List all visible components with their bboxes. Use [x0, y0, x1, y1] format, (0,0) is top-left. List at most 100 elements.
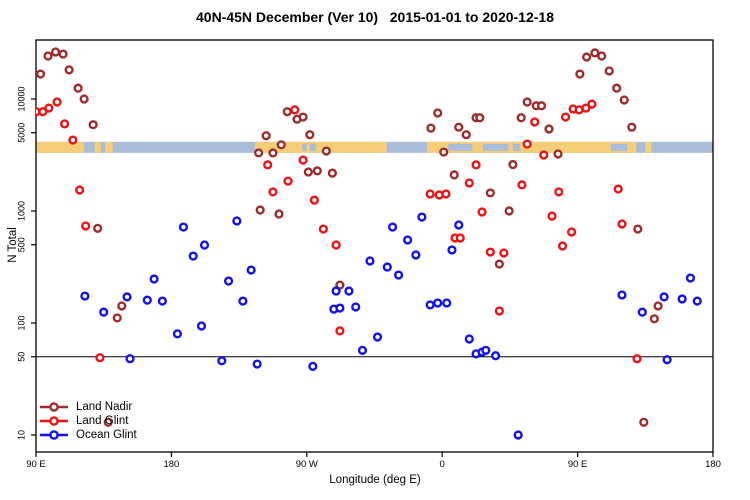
data-point [261, 131, 271, 141]
map-band-ocean-patch [482, 143, 509, 151]
data-point [597, 51, 607, 61]
data-point [335, 326, 345, 336]
data-point [553, 149, 563, 159]
data-point [513, 430, 523, 440]
data-point [149, 274, 159, 284]
data-point [321, 146, 331, 156]
data-point [73, 83, 83, 93]
data-point [283, 176, 293, 186]
data-point [692, 296, 702, 306]
map-band-land-segment [105, 141, 113, 153]
data-point [637, 307, 647, 317]
data-point [103, 417, 113, 427]
x-tick-label: 90 W [296, 459, 318, 470]
data-point [581, 103, 591, 113]
data-point [81, 221, 91, 231]
data-point [402, 235, 413, 245]
data-point [441, 189, 451, 199]
data-point [305, 130, 315, 140]
data-point [536, 101, 547, 111]
map-band-land-segment [36, 141, 85, 153]
series-land-nadir [36, 47, 663, 427]
data-point [312, 166, 322, 176]
data-point [517, 180, 527, 190]
data-point [318, 224, 328, 234]
legend-label-land-nadir: Land Nadir [76, 401, 133, 413]
data-point [254, 148, 264, 158]
data-point [64, 65, 74, 75]
data-point [252, 359, 262, 369]
legend-label-ocean-glint: Ocean Glint [76, 429, 137, 441]
data-point [587, 99, 597, 109]
data-point [659, 292, 669, 302]
data-point [80, 291, 90, 301]
data-point [454, 122, 464, 132]
data-point [449, 170, 459, 180]
data-point [99, 307, 109, 317]
data-point [117, 301, 127, 311]
data-point [560, 112, 571, 122]
data-point [582, 52, 592, 62]
data-point [461, 130, 471, 140]
data-point [178, 222, 189, 232]
data-point [357, 345, 368, 355]
map-band-land-segment [427, 141, 637, 153]
data-point [290, 105, 300, 115]
data-point [639, 417, 649, 427]
x-tick-label: 0 [440, 459, 445, 470]
data-point [196, 321, 207, 331]
data-point [157, 296, 167, 306]
data-point [539, 150, 549, 160]
map-band-land-segment [254, 141, 387, 153]
series-land-glint [36, 97, 642, 364]
map-band-land-segment [645, 141, 652, 153]
data-point [122, 292, 132, 302]
data-point [566, 227, 577, 237]
data-point [522, 97, 532, 107]
data-point [477, 207, 487, 217]
data-point [327, 168, 337, 178]
data-point [411, 250, 421, 260]
data-point [442, 298, 452, 308]
x-tick-label: 90 E [568, 459, 588, 470]
data-point [471, 160, 481, 170]
data-point [344, 286, 354, 296]
data-point [475, 113, 485, 123]
data-point [59, 119, 70, 129]
data-point [112, 313, 122, 323]
data-point [217, 356, 227, 366]
y-tick-label: 50 [16, 352, 26, 362]
data-point [617, 290, 627, 300]
data-point [604, 66, 614, 76]
data-point [464, 178, 474, 188]
data-point [298, 155, 308, 165]
data-point [382, 262, 392, 272]
data-point [491, 351, 501, 361]
data-point [455, 233, 465, 243]
data-point [632, 354, 642, 364]
data-point [481, 345, 491, 355]
data-point [387, 222, 398, 232]
legend-marker-circle [49, 430, 59, 440]
legend-label-land-glint: Land Glint [76, 415, 129, 427]
data-point [95, 353, 105, 363]
map-band-ocean-patch [309, 143, 316, 151]
data-point [268, 148, 278, 158]
data-point [613, 184, 623, 194]
data-point [303, 167, 313, 177]
data-point [494, 306, 504, 316]
data-point [232, 216, 242, 226]
data-point [58, 49, 68, 59]
data-point [425, 189, 435, 199]
x-tick-label: 180 [705, 459, 721, 470]
y-tick-label: 1000 [16, 201, 26, 221]
data-point [544, 124, 554, 134]
data-point [617, 219, 627, 229]
map-band-ocean-patch [302, 143, 307, 151]
data-point [433, 108, 443, 118]
data-point [309, 195, 319, 205]
map-band-ocean-patch [448, 143, 473, 151]
y-tick-label: 100 [16, 315, 26, 330]
data-point [68, 135, 78, 145]
